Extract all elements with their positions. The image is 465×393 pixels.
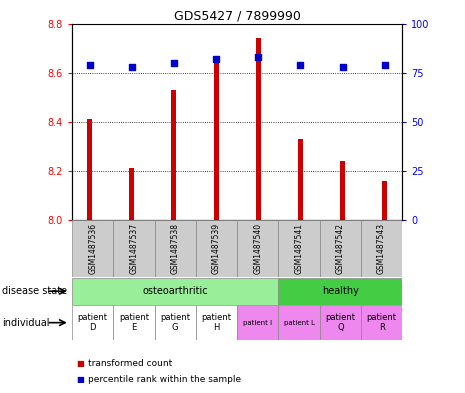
- Point: [213, 56, 220, 62]
- Text: GSM1487539: GSM1487539: [212, 223, 221, 274]
- Bar: [319, 220, 361, 277]
- Point: [170, 60, 178, 66]
- Bar: [361, 220, 402, 277]
- Bar: [279, 305, 320, 340]
- Bar: [256, 39, 261, 220]
- Point: [254, 54, 262, 60]
- Text: individual: individual: [2, 318, 50, 328]
- Bar: [154, 305, 196, 340]
- Bar: [72, 220, 113, 277]
- Title: GDS5427 / 7899990: GDS5427 / 7899990: [174, 9, 300, 22]
- Point: [381, 62, 388, 68]
- Text: GSM1487543: GSM1487543: [377, 223, 386, 274]
- Text: patient I: patient I: [243, 320, 272, 326]
- Bar: [113, 305, 154, 340]
- Text: patient
G: patient G: [160, 313, 190, 332]
- Text: GSM1487541: GSM1487541: [294, 223, 304, 274]
- Text: patient L: patient L: [284, 320, 314, 326]
- Bar: [87, 119, 92, 220]
- Bar: [279, 278, 402, 305]
- Point: [339, 64, 346, 70]
- Bar: [237, 305, 279, 340]
- Text: GSM1487536: GSM1487536: [88, 223, 97, 274]
- Text: disease state: disease state: [2, 286, 67, 296]
- Bar: [196, 305, 237, 340]
- Bar: [298, 139, 303, 220]
- Text: GSM1487542: GSM1487542: [336, 223, 345, 274]
- Bar: [154, 220, 196, 277]
- Text: patient
D: patient D: [78, 313, 108, 332]
- Point: [297, 62, 304, 68]
- Bar: [279, 220, 320, 277]
- Text: transformed count: transformed count: [88, 359, 173, 368]
- Text: percentile rank within the sample: percentile rank within the sample: [88, 375, 241, 384]
- Text: GSM1487540: GSM1487540: [253, 223, 262, 274]
- Text: osteoarthritic: osteoarthritic: [142, 286, 208, 296]
- Text: GSM1487537: GSM1487537: [129, 223, 139, 274]
- Text: patient
R: patient R: [366, 313, 397, 332]
- Bar: [196, 220, 237, 277]
- Bar: [237, 220, 279, 277]
- Bar: [361, 305, 402, 340]
- Bar: [72, 278, 279, 305]
- Bar: [129, 169, 134, 220]
- Text: patient
Q: patient Q: [326, 313, 355, 332]
- Bar: [113, 220, 154, 277]
- Bar: [382, 181, 387, 220]
- Bar: [213, 61, 219, 220]
- Bar: [340, 161, 345, 220]
- Point: [128, 64, 135, 70]
- Text: patient
H: patient H: [201, 313, 232, 332]
- Bar: [72, 305, 113, 340]
- Point: [86, 62, 93, 68]
- Text: healthy: healthy: [322, 286, 359, 296]
- Bar: [319, 305, 361, 340]
- Text: ■: ■: [77, 375, 85, 384]
- Bar: [172, 90, 176, 220]
- Text: patient
E: patient E: [119, 313, 149, 332]
- Text: GSM1487538: GSM1487538: [171, 223, 180, 274]
- Text: ■: ■: [77, 359, 85, 368]
